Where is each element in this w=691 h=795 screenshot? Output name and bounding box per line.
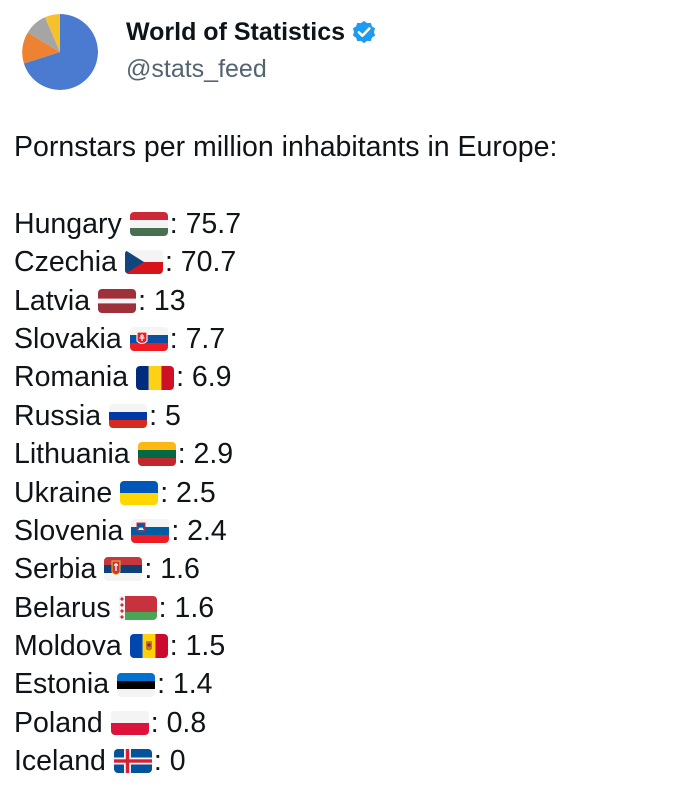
verified-badge-icon [350,18,378,46]
belarus-flag-icon [118,595,157,620]
country-name: Estonia [14,668,110,701]
country-name: Czechia [14,246,117,279]
country-name: Romania [14,361,129,394]
tweet-header: World of Statistics @stats_feed [18,12,678,92]
country-value: : 70.7 [164,246,237,279]
country-name: Russia [14,399,102,432]
country-name: Slovenia [14,514,124,547]
slovakia-flag-icon [129,327,168,352]
serbia-flag-icon [104,557,143,582]
country-value: : 0.8 [150,706,207,739]
country-name: Ukraine [14,476,113,509]
country-name: Belarus [14,591,111,624]
list-item: Lithuania : 2.9 [14,435,674,473]
country-value: : 13 [138,284,186,317]
list-item: Moldova : 1.5 [14,627,674,665]
latvia-flag-icon [98,288,137,313]
list-item: Russia : 5 [14,397,674,435]
country-value: : 1.6 [158,591,215,624]
tweet-intro: Pornstars per million inhabitants in Eur… [14,131,558,163]
slovenia-flag-icon [131,519,170,544]
country-value: : 0 [153,745,186,778]
country-value: : 2.5 [160,476,216,509]
list-item: Slovakia : 7.7 [14,320,674,358]
list-item: Hungary : 75.7 [14,205,674,243]
country-value: : 7.7 [169,322,226,355]
iceland-flag-icon [113,749,152,774]
russia-flag-icon [109,403,148,428]
list-item: Slovenia : 2.4 [14,512,674,550]
poland-flag-icon [110,711,149,736]
list-item: Czechia : 70.7 [14,243,674,281]
country-value: : 2.9 [177,438,234,471]
list-item: Belarus : 1.6 [14,589,674,627]
tweet-text: Pornstars per million inhabitants in Eur… [14,128,674,781]
list-item: Romania : 6.9 [14,358,674,396]
list-item: Latvia : 13 [14,282,674,320]
romania-flag-icon [136,365,175,390]
country-value: : 1.4 [157,668,213,701]
country-value: : 2.4 [171,514,227,547]
moldova-flag-icon [129,634,168,659]
list-item: Ukraine : 2.5 [14,474,674,512]
country-name: Slovakia [14,322,122,355]
country-name: Poland [14,706,103,739]
country-name: Iceland [14,745,106,778]
country-name: Lithuania [14,438,130,471]
country-value: : 6.9 [176,361,232,394]
country-name: Serbia [14,553,97,586]
hungary-flag-icon [129,211,168,236]
list-item: Estonia : 1.4 [14,665,674,703]
czechia-flag-icon [124,250,163,275]
estonia-flag-icon [117,672,156,697]
list-item: Poland : 0.8 [14,704,674,742]
pie-chart-avatar-icon[interactable] [22,14,98,90]
account-name-text[interactable]: World of Statistics [126,18,346,46]
lithuania-flag-icon [137,442,176,467]
account-name[interactable]: World of Statistics [126,17,378,47]
country-value: : 5 [149,399,181,432]
country-value: : 75.7 [169,207,242,240]
list-item: Serbia : 1.6 [14,550,674,588]
country-value: : 1.5 [169,630,226,663]
line-break [14,166,674,204]
country-name: Moldova [14,630,122,663]
country-name: Latvia [14,284,91,317]
list-item: Iceland : 0 [14,742,674,780]
country-name: Hungary [14,207,122,240]
ukraine-flag-icon [120,480,159,505]
account-handle[interactable]: @stats_feed [126,55,267,83]
country-value: : 1.6 [144,553,200,586]
